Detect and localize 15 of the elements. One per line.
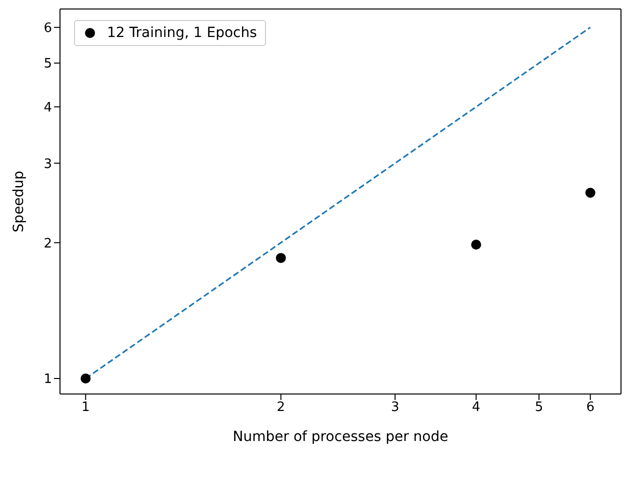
x-tick-label: 1 [82, 400, 90, 416]
x-tick-label: 3 [390, 400, 400, 416]
y-tick-label: 6 [44, 20, 52, 36]
legend-label: 12 Training, 1 Epochs [107, 25, 257, 41]
y-tick-label: 2 [44, 236, 52, 252]
x-tick-label: 2 [276, 400, 286, 416]
y-tick-label: 3 [44, 156, 52, 172]
x-tick-label: 5 [534, 400, 544, 416]
x-tick-label: 4 [472, 400, 480, 416]
x-axis-title: Number of processes per node [232, 429, 448, 445]
y-axis-title: Speedup [10, 170, 27, 232]
y-tick-label: 5 [44, 56, 52, 72]
x-tick-label: 6 [586, 400, 594, 416]
y-tick-label: 4 [44, 100, 52, 116]
y-tick-label: 1 [44, 372, 52, 388]
